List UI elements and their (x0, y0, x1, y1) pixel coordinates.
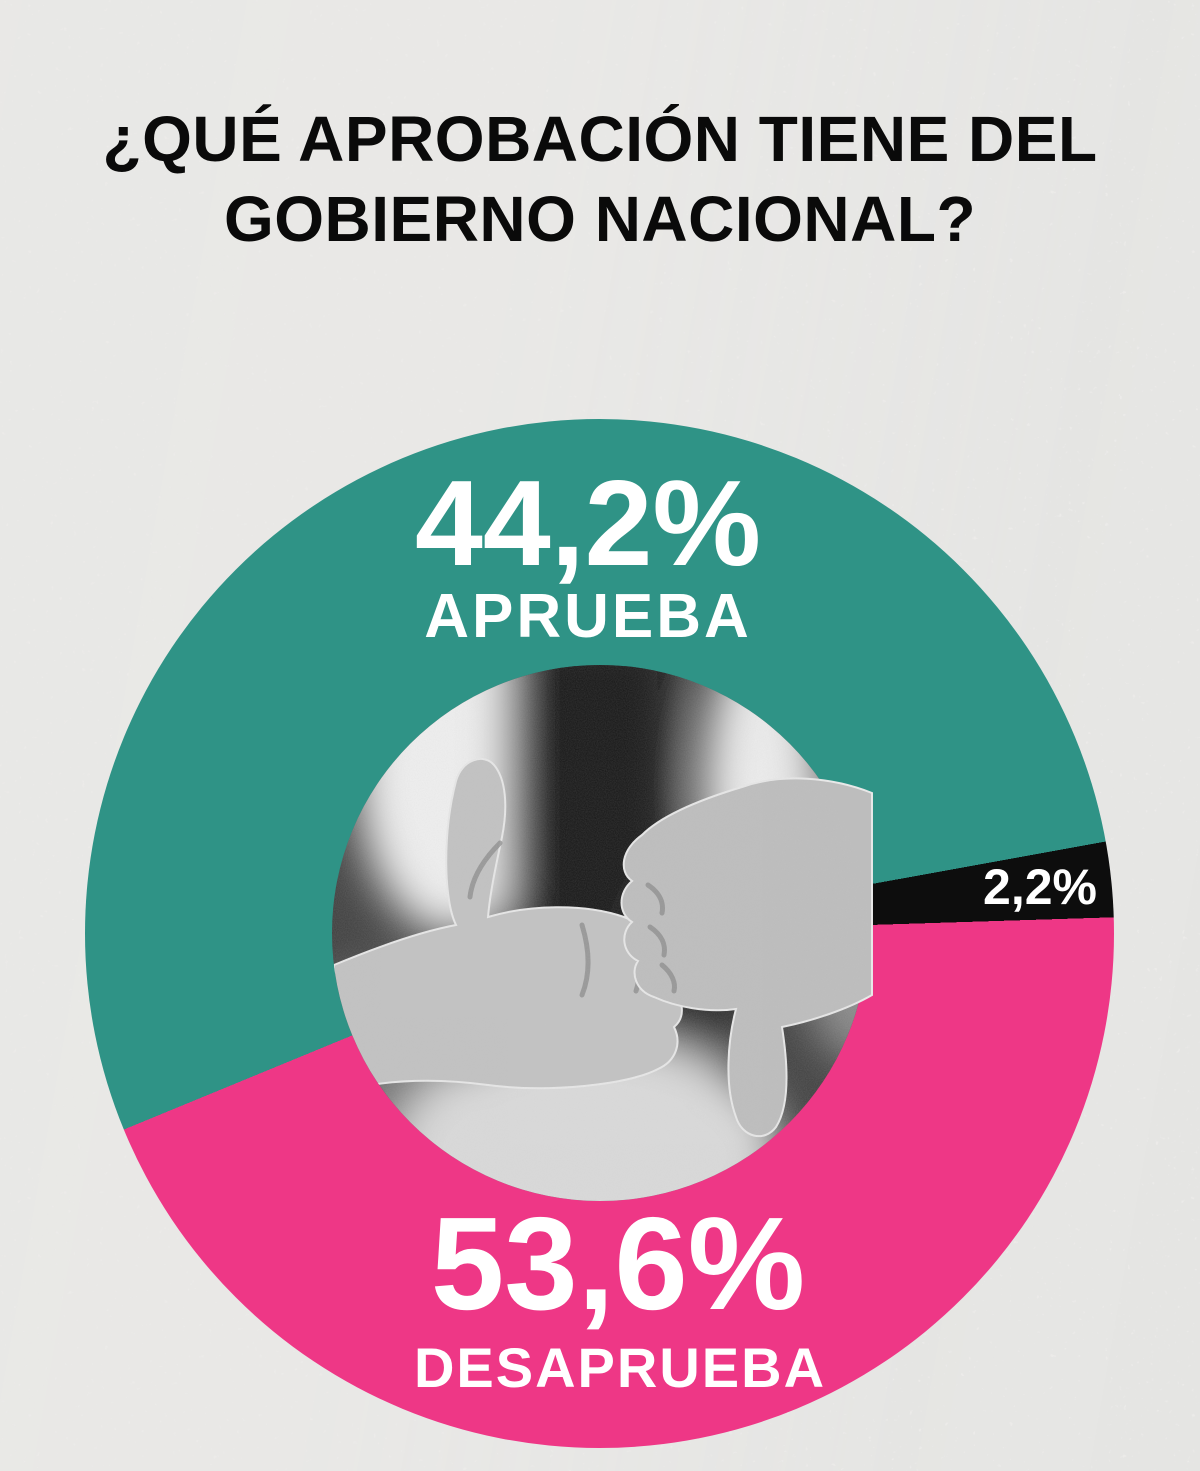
disapprove-word-label: DESAPRUEBA (413, 1336, 827, 1399)
approve-word-label: APRUEBA (424, 582, 752, 651)
page-title-line1: ¿QUÉ APROBACIÓN TIENE DEL (102, 102, 1098, 175)
approve-value-label: 44,2% (415, 455, 761, 591)
photo-grain (332, 665, 868, 1201)
undecided-value-label: 2,2% (983, 859, 1097, 915)
page-title: ¿QUÉ APROBACIÓN TIENE DEL GOBIERNO NACIO… (0, 99, 1200, 259)
hands-photo-illustration (332, 665, 873, 1201)
disapprove-value-label: 53,6% (430, 1190, 806, 1337)
center-photo (332, 665, 873, 1201)
page-title-line2: GOBIERNO NACIONAL? (223, 182, 977, 255)
